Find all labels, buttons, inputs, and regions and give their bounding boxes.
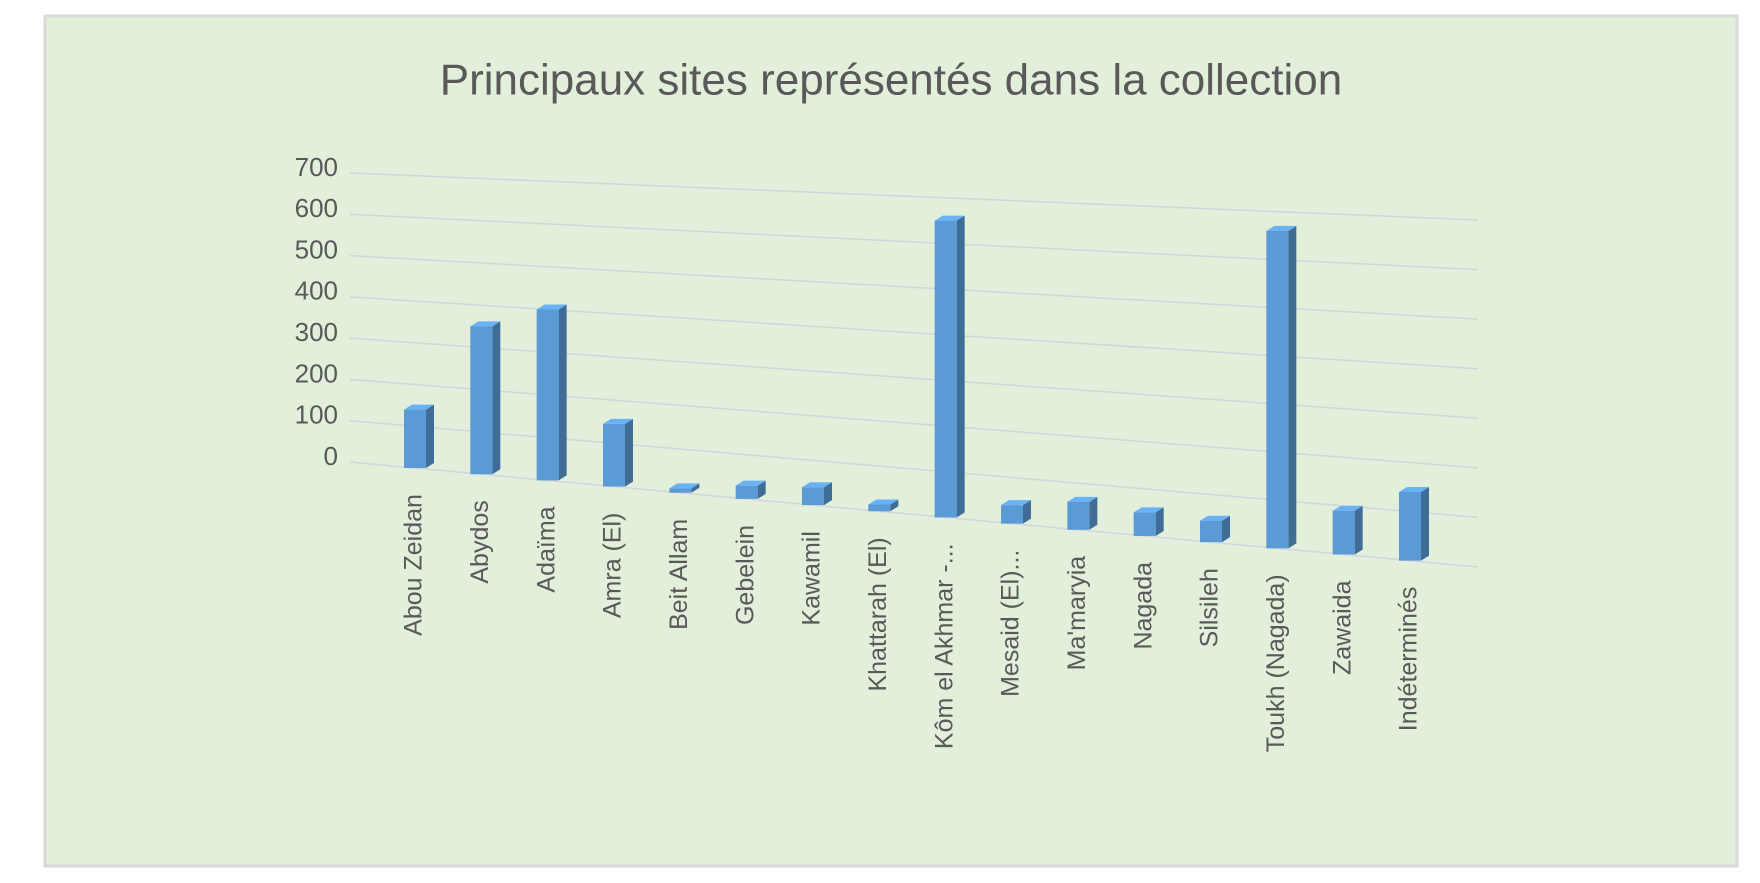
x-tick-label: Amra (El) — [599, 513, 627, 619]
bar-side — [1421, 486, 1429, 561]
bar — [470, 326, 493, 475]
y-tick-label: 0 — [324, 441, 338, 471]
x-tick-label: Gebelein — [731, 525, 759, 625]
bar-top — [1001, 500, 1031, 506]
bar — [868, 504, 891, 512]
grid-line — [349, 172, 1479, 221]
x-tick-label: Toukh (Nagada) — [1262, 574, 1290, 752]
bar-top — [1133, 507, 1164, 513]
bar-side — [426, 404, 434, 469]
x-tick-label: Mesaid (El)... — [997, 550, 1025, 697]
chart-title: Principaux sites représentés dans la col… — [440, 56, 1342, 105]
bar-top — [404, 404, 434, 410]
bar — [1266, 230, 1289, 549]
bar-top — [536, 304, 567, 310]
bar-top — [1399, 486, 1429, 492]
bar — [934, 220, 957, 518]
bar-side — [824, 482, 832, 506]
bar-side — [956, 215, 965, 518]
bar-side — [625, 418, 633, 487]
bar — [1332, 510, 1355, 555]
y-tick-label: 200 — [295, 358, 338, 388]
bar-side — [1155, 507, 1164, 536]
bar — [1001, 505, 1023, 524]
x-tick-label: Adaïma — [532, 506, 560, 592]
bar-side — [1354, 505, 1363, 555]
bar-side — [558, 304, 567, 481]
x-tick-label: Nagada — [1129, 562, 1157, 650]
bar — [735, 485, 758, 499]
x-tick-label: Abou Zeidan — [400, 494, 428, 636]
y-tick-label: 400 — [295, 276, 338, 306]
bar — [1399, 491, 1421, 561]
y-tick-label: 100 — [295, 400, 338, 430]
x-tick-label: Kôm el Akhmar -... — [930, 543, 958, 749]
bar — [1133, 512, 1156, 536]
bar-top — [1332, 505, 1363, 511]
bar-top — [1266, 225, 1297, 231]
bar-side — [1089, 496, 1098, 530]
x-tick-label: Kawamil — [798, 531, 826, 625]
bar — [404, 409, 426, 469]
x-tick-label: Beit Allam — [665, 519, 693, 630]
bar — [802, 487, 824, 506]
bar — [603, 423, 625, 487]
x-tick-label: Ma'maryia — [1063, 556, 1091, 671]
bar — [1200, 520, 1222, 543]
y-tick-label: 500 — [295, 234, 338, 264]
y-tick-label: 300 — [295, 317, 338, 347]
bar-top — [1067, 496, 1098, 502]
bar-top — [735, 480, 766, 486]
bar-side — [1288, 225, 1297, 549]
bar-top — [603, 418, 633, 424]
bar-top — [470, 321, 501, 327]
bar-top — [868, 499, 899, 505]
bar-top — [802, 482, 832, 488]
bar-top — [1200, 515, 1230, 521]
bar-side — [1023, 500, 1031, 524]
bar-top — [934, 215, 965, 221]
bar-side — [1222, 515, 1230, 543]
bar-side — [757, 480, 766, 499]
y-tick-label: 600 — [295, 193, 338, 223]
x-tick-label: Zawaida — [1328, 580, 1356, 675]
y-tick-label: 700 — [295, 152, 338, 182]
bar-side — [890, 499, 899, 512]
x-tick-label: Abydos — [466, 500, 494, 583]
bar-side — [492, 321, 501, 475]
bar — [536, 309, 559, 481]
bar — [669, 488, 692, 493]
bar-side — [691, 483, 700, 493]
x-tick-label: Silsileh — [1196, 568, 1224, 647]
bar-top — [669, 483, 700, 489]
x-tick-label: Khattarah (El) — [864, 537, 892, 691]
chart-background — [43, 14, 1739, 868]
x-tick-label: Indéterminés — [1395, 587, 1423, 732]
bar — [1067, 501, 1090, 530]
